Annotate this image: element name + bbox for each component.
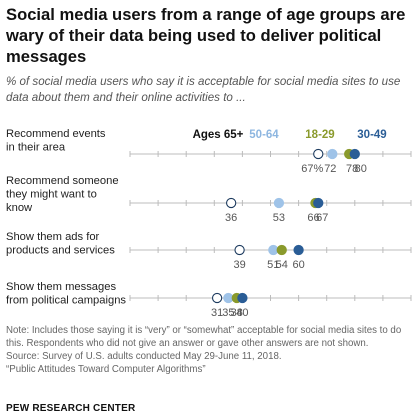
- data-point: [237, 292, 248, 304]
- legend-label: Ages 65+: [193, 129, 244, 141]
- data-point: [349, 148, 360, 160]
- legend-label: 50-64: [249, 129, 279, 141]
- value-label: 35: [222, 307, 234, 318]
- note-line: Note: Includes those saying it is “very”…: [6, 325, 402, 336]
- category-label: Show them ads for products and services: [6, 231, 115, 257]
- value-label: 78: [346, 163, 358, 175]
- value-label: 38: [231, 307, 243, 318]
- value-label: 36: [225, 212, 237, 224]
- value-label: 60: [292, 259, 304, 271]
- value-label: 53: [273, 212, 285, 224]
- source-line: Source: Survey of U.S. adults conducted …: [6, 351, 282, 362]
- data-point: [276, 244, 287, 256]
- data-point: [223, 292, 234, 304]
- value-label: 54: [276, 259, 288, 271]
- dot-plot-chart: Ages 65+ 50-64 18-29 30-49 Recommend events i…: [6, 128, 412, 318]
- data-point: [234, 244, 245, 256]
- data-point: [268, 244, 279, 256]
- value-label: 67: [316, 212, 328, 224]
- data-point: [313, 197, 324, 209]
- value-label: 72: [324, 163, 336, 175]
- value-label: 51: [267, 259, 279, 271]
- data-point: [313, 148, 324, 160]
- value-label: 80: [355, 163, 367, 175]
- category-label: Show them messages from political campaig…: [6, 281, 126, 307]
- report-line: “Public Attitudes Toward Computer Algori…: [6, 364, 206, 375]
- legend-label: 30-49: [357, 129, 386, 141]
- data-point: [293, 244, 304, 256]
- data-point: [273, 197, 285, 209]
- chart-notes: Note: Includes those saying it is “very”…: [6, 324, 416, 376]
- category-label: Recommend someone they might want to know: [6, 175, 119, 214]
- value-label: 40: [236, 307, 248, 318]
- value-label: 66: [307, 212, 319, 224]
- chart-subtitle: % of social media users who say it is ac…: [6, 75, 401, 104]
- chart-title: Social media users from a range of age g…: [6, 5, 406, 66]
- value-label: 67%: [301, 163, 323, 175]
- data-point: [327, 148, 338, 160]
- category-label: Recommend events in their area: [6, 128, 106, 154]
- note-line: this. Respondents who did not give an an…: [6, 338, 369, 349]
- value-label: 31: [211, 307, 223, 318]
- data-point: [226, 197, 237, 209]
- legend-label: 18-29: [305, 129, 334, 141]
- pew-logo-text: PEW RESEARCH CENTER: [6, 403, 136, 414]
- data-point: [211, 292, 223, 304]
- value-label: 39: [233, 259, 245, 271]
